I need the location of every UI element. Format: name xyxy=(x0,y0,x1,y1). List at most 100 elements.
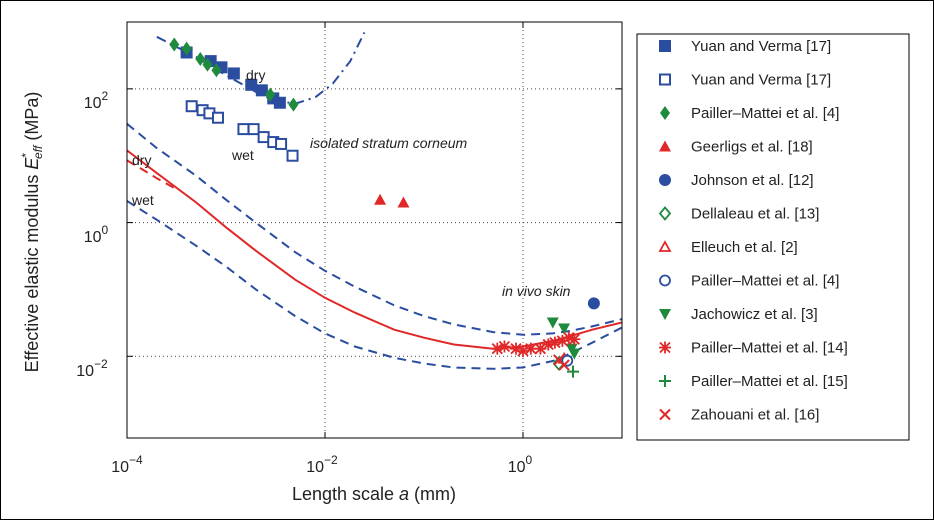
legend-marker xyxy=(659,40,671,52)
legend-label: Geerligs et al. [18] xyxy=(691,139,813,156)
y-tick-labels: 102 100 10−2 xyxy=(76,89,108,380)
y-tick-label: 102 xyxy=(84,89,109,112)
legend-marker xyxy=(659,341,671,354)
data-point xyxy=(558,323,571,335)
data-point xyxy=(202,57,213,72)
data-point xyxy=(542,338,555,351)
data-point xyxy=(498,340,511,353)
legend-label: Johnson et al. [12] xyxy=(691,172,814,189)
data-point xyxy=(374,193,387,205)
annotation-in-vivo-skin: in vivo skin xyxy=(502,283,571,299)
data-point xyxy=(397,196,410,208)
annotation-dry-sc: dry xyxy=(246,67,265,83)
legend-item: Yuan and Verma [17] xyxy=(659,72,831,89)
data-markers xyxy=(169,37,600,378)
data-point xyxy=(491,342,504,355)
data-point xyxy=(286,149,299,162)
plot-border xyxy=(126,21,623,439)
legend-marker xyxy=(659,274,671,287)
legend-label: Pailler–Mattei et al. [15] xyxy=(691,373,848,390)
legend-label: Zahouani et al. [16] xyxy=(691,407,819,424)
legend-label: Pailler–Mattei et al. [4] xyxy=(691,273,839,290)
data-point xyxy=(265,87,276,102)
legend-marker xyxy=(659,375,671,387)
data-point xyxy=(556,334,569,347)
legend-item: Dellaleau et al. [13] xyxy=(658,206,819,223)
legend-label: Elleuch et al. [2] xyxy=(691,239,798,256)
data-point xyxy=(568,348,581,360)
data-point xyxy=(227,67,240,80)
data-point xyxy=(568,333,581,346)
data-point xyxy=(195,51,206,66)
y-axis-label: Effective elastic modulus E*eff (MPa) xyxy=(19,92,45,373)
data-point xyxy=(211,63,222,78)
legend-item: Zahouani et al. [16] xyxy=(659,407,819,424)
data-point xyxy=(273,96,286,109)
curve-band-upper xyxy=(127,123,622,336)
legend: Yuan and Verma [17] Yuan and Verma [17] Pa… xyxy=(636,33,910,441)
legend-marker xyxy=(660,106,670,120)
legend-label: Pailler–Mattei et al. [14] xyxy=(691,340,848,357)
y-tick-label: 10−2 xyxy=(76,357,108,380)
annotation-wet-sc: wet xyxy=(231,147,254,163)
y-tick-label: 100 xyxy=(84,223,109,246)
x-tick-label: 100 xyxy=(508,453,533,476)
legend-marker xyxy=(659,174,671,186)
data-point xyxy=(211,111,224,124)
legend-item: Johnson et al. [12] xyxy=(659,172,814,189)
legend-item: Pailler–Mattei et al. [4] xyxy=(659,273,839,290)
legend-marker xyxy=(658,206,672,221)
annotation-dry-model: dry xyxy=(132,152,151,168)
legend-item: Elleuch et al. [2] xyxy=(658,239,798,256)
data-point xyxy=(204,55,217,68)
data-point xyxy=(546,317,559,329)
x-tick-label: 10−2 xyxy=(306,453,338,476)
plot-area xyxy=(127,22,622,438)
legend-box xyxy=(636,33,910,441)
data-point xyxy=(181,41,192,56)
annotations: dry wet dry wet isolated stratum corneum… xyxy=(131,67,571,299)
data-point xyxy=(524,342,537,355)
data-point xyxy=(562,331,575,344)
data-point xyxy=(275,137,288,150)
data-point xyxy=(548,336,561,349)
legend-marker xyxy=(658,240,672,252)
axis-ticks xyxy=(126,22,622,438)
data-point xyxy=(587,297,600,310)
data-point xyxy=(245,78,258,91)
legend-item: Yuan and Verma [17] xyxy=(659,38,831,55)
curve-band-lower xyxy=(127,200,622,370)
x-tick-labels: 10−4 10−2 100 xyxy=(111,453,532,476)
legend-item: Geerligs et al. [18] xyxy=(659,139,813,156)
legend-marker xyxy=(659,309,671,320)
legend-item: Pailler–Mattei et al. [15] xyxy=(659,373,848,390)
x-axis-label: Length scale a (mm) xyxy=(292,484,456,504)
legend-item: Jachowicz et al. [3] xyxy=(659,306,818,323)
data-point xyxy=(257,131,270,144)
legend-label: Pailler–Mattei et al. [4] xyxy=(691,105,839,122)
legend-marker xyxy=(659,408,671,421)
data-point xyxy=(288,97,299,112)
data-point xyxy=(517,345,529,358)
data-point xyxy=(185,100,198,113)
data-point xyxy=(237,123,250,136)
data-point xyxy=(534,342,547,355)
legend-marker xyxy=(659,140,671,152)
data-point xyxy=(169,37,180,52)
data-point xyxy=(510,342,523,355)
legend-label: Yuan and Verma [17] xyxy=(691,38,831,55)
data-point xyxy=(255,84,268,97)
legend-label: Jachowicz et al. [3] xyxy=(691,306,818,323)
data-point xyxy=(558,359,570,371)
legend-item: Pailler–Mattei et al. [4] xyxy=(660,105,839,122)
data-point xyxy=(567,365,580,378)
legend-label: Dellaleau et al. [13] xyxy=(691,206,819,223)
annotation-wet-model: wet xyxy=(131,192,154,208)
legend-label: Yuan and Verma [17] xyxy=(691,72,831,89)
legend-item: Pailler–Mattei et al. [14] xyxy=(659,340,848,357)
data-point xyxy=(247,123,260,136)
annotation-isolated-stratum-corneum: isolated stratum corneum xyxy=(310,135,468,151)
legend-marker xyxy=(659,73,671,86)
x-tick-label: 10−4 xyxy=(111,453,143,476)
